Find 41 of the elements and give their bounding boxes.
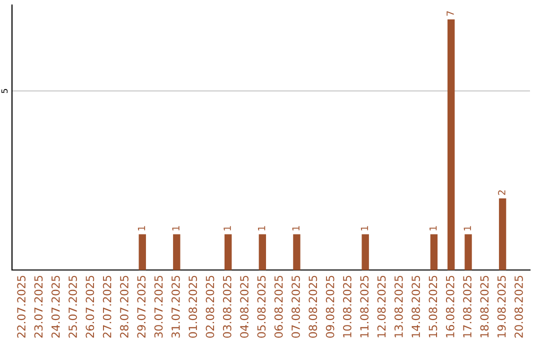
x-tick-label: 01.08.2025 xyxy=(188,276,198,338)
x-tick-label: 02.08.2025 xyxy=(206,276,214,338)
data-label: 1 xyxy=(430,226,437,230)
x-tick-label: 26.07.2025 xyxy=(86,276,94,338)
x-tick-label: 06.08.2025 xyxy=(274,276,283,338)
data-label: 1 xyxy=(258,226,266,230)
x-tick-label: 15.08.2025 xyxy=(428,276,438,338)
data-label: 1 xyxy=(172,226,180,230)
data-label: 2 xyxy=(498,190,506,195)
x-tick-label: 25.07.2025 xyxy=(68,276,77,338)
x-tick-label: 18.08.2025 xyxy=(480,276,489,338)
x-tick-label: 13.08.2025 xyxy=(394,276,403,338)
x-tick-label: 24.07.2025 xyxy=(51,276,60,338)
data-label: 1 xyxy=(464,226,471,230)
x-tick-label: 09.08.2025 xyxy=(326,276,334,338)
data-label: 1 xyxy=(138,226,146,230)
data-label: 1 xyxy=(224,226,231,230)
x-tick-label: 08.08.2025 xyxy=(308,276,318,338)
x-tick-label: 10.08.2025 xyxy=(343,276,352,338)
x-tick-label: 05.08.2025 xyxy=(257,276,266,338)
x-tick-label: 12.08.2025 xyxy=(377,276,386,338)
x-tick-label: 28.07.2025 xyxy=(120,276,128,338)
x-tick-label: 27.07.2025 xyxy=(102,276,112,338)
x-tick-label: 20.08.2025 xyxy=(514,276,523,338)
x-tick-label: 22.07.2025 xyxy=(17,276,26,338)
data-label: 7 xyxy=(446,11,454,16)
x-tick-label: 14.08.2025 xyxy=(412,276,420,338)
x-tick-label: 17.08.2025 xyxy=(463,276,472,338)
x-tick-label: 03.08.2025 xyxy=(222,276,232,338)
x-tick-label: 07.08.2025 xyxy=(292,276,300,338)
x-tick-label: 31.07.2025 xyxy=(171,276,180,338)
data-label: 1 xyxy=(292,226,300,230)
x-tick-label: 16.08.2025 xyxy=(446,276,454,338)
x-tick-label: 19.08.2025 xyxy=(497,276,506,338)
x-tick-label: 23.07.2025 xyxy=(34,276,43,338)
x-tick-label: 04.08.2025 xyxy=(240,276,248,338)
x-tick-label: 30.07.2025 xyxy=(154,276,163,338)
x-tick-label: 11.08.2025 xyxy=(360,276,369,338)
y-tick-label: 5 xyxy=(1,89,8,93)
x-tick-label: 29.07.2025 xyxy=(137,276,146,338)
data-label: 1 xyxy=(360,226,368,230)
